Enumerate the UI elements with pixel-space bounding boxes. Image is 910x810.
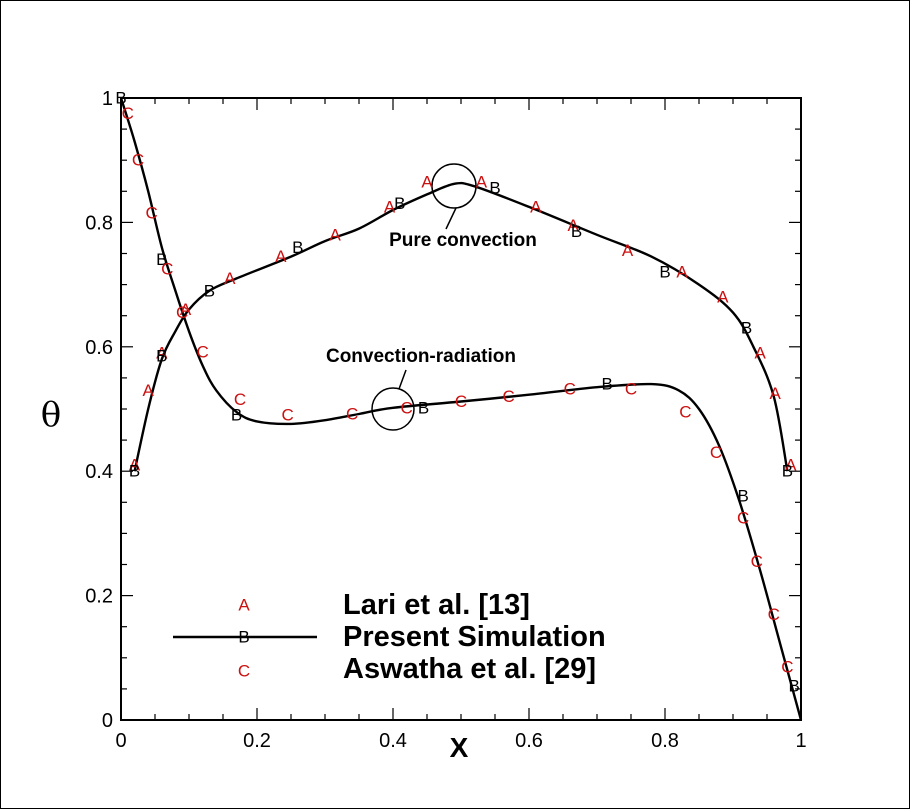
data-point-a: A [224,269,236,288]
data-point-b: B [156,250,167,269]
data-point-c: C [625,380,637,399]
data-point-a: A [275,247,287,266]
data-point-c: C [176,303,188,322]
curve-convection-radiation [119,97,803,721]
data-point-b: B [741,319,752,338]
x-axis-title: X [450,732,469,763]
data-point-b: B [394,194,405,213]
annotation-leader-convection-radiation [398,369,407,390]
y-tick-label: 0.2 [85,586,113,608]
data-point-a: A [717,288,729,307]
data-point-a: A [530,197,542,216]
data-point-c: C [400,398,412,417]
annotation-circles [371,163,477,431]
data-point-b: B [292,238,303,257]
data-point-a: A [476,172,488,191]
data-point-a: A [622,241,634,260]
legend: Lari et al. [13] Present Simulation Aswa… [173,589,606,685]
annotation-leader-pure-convection [445,207,457,230]
x-tick-label: 0.4 [379,730,407,752]
x-tick-label: 0.2 [243,730,271,752]
annotation-pure-convection: Pure convection [389,230,537,251]
x-tick-label: 0 [115,730,126,752]
x-tick-label: 0.6 [515,730,543,752]
data-point-c: C [122,104,134,123]
data-point-c: C [502,387,514,406]
annotation-circle-pure-convection [431,163,477,209]
data-point-c: C [751,552,763,571]
data-point-b: B [789,676,800,695]
y-tick-label: 1 [102,88,113,110]
data-point-c: C [737,508,749,527]
data-point-a: A [129,455,141,474]
data-point-b: B [659,263,670,282]
data-point-c: C [281,406,293,425]
annotation-convection-radiation: Convection-radiation [326,346,516,367]
data-point-c: C [161,260,173,279]
y-tick-label: 0 [102,710,113,732]
data-point-b: B [418,398,429,417]
data-point-b: B [129,462,140,481]
data-point-b: B [602,375,613,394]
data-point-b: B [204,281,215,300]
x-tick-label: 1 [795,730,806,752]
y-tick-label: 0.8 [85,212,113,234]
data-point-b: B [156,347,167,366]
data-point-a: A [421,172,433,191]
legend-symbol-c: C [238,662,250,681]
data-point-a: A [769,384,781,403]
series-markers: AAAAAAAAAAAAAAAAAABBBBBBBBBBBBBBBBBCCCCC… [115,89,800,696]
legend-label-present-simulation: Present Simulation [343,621,606,653]
data-point-c: C [679,403,691,422]
data-point-c: C [455,392,467,411]
y-tick-label: 0.6 [85,337,113,359]
data-point-c: C [710,443,722,462]
curve-pure-convection [133,181,789,472]
series-lines [119,97,803,721]
annotation-circle-convection-radiation [371,387,415,431]
data-point-a: A [156,344,168,363]
data-point-c: C [564,380,576,399]
data-point-a: A [785,455,797,474]
data-point-a: A [330,225,342,244]
tick-labels: 0 0.2 0.4 0.6 0.8 1 0 0.2 0.4 0.6 0.8 1 [85,88,806,752]
data-point-b: B [782,462,793,481]
y-tick-label: 0.4 [85,461,113,483]
legend-symbol-a: A [238,596,250,615]
data-point-a: A [568,216,580,235]
data-point-a: A [384,197,396,216]
data-point-a: A [755,344,767,363]
data-point-a: A [143,381,155,400]
data-point-a: A [180,300,192,319]
data-point-b: B [231,406,242,425]
x-tick-label: 0.8 [651,730,679,752]
data-point-c: C [196,342,208,361]
data-point-b: B [738,487,749,506]
data-point-c: C [346,404,358,423]
data-point-a: A [676,263,688,282]
data-point-b: B [489,179,500,198]
data-point-c: C [768,605,780,624]
legend-label-lari: Lari et al. [13] [343,589,530,621]
data-point-c: C [234,390,246,409]
data-point-c: C [145,204,157,223]
data-point-c: C [132,151,144,170]
legend-label-aswatha: Aswatha et al. [29] [343,653,596,685]
data-point-b: B [571,222,582,241]
data-point-c: C [781,658,793,677]
y-axis-title: θ [41,395,61,435]
plot-axes [120,97,802,721]
